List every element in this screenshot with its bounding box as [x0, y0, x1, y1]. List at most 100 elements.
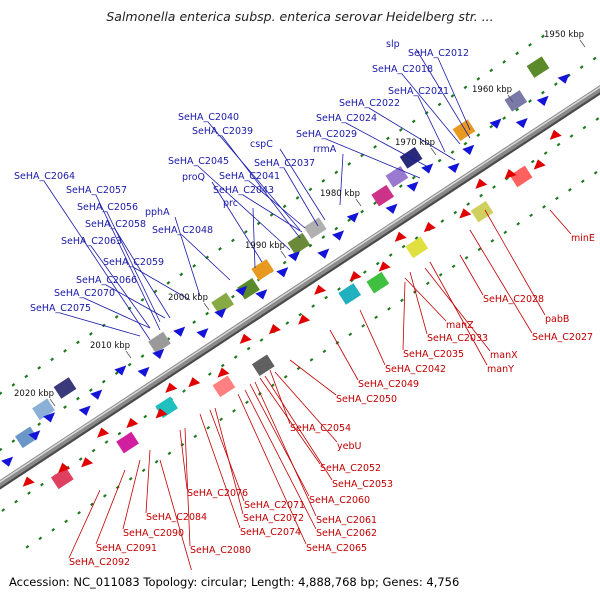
gene-label-plus-strand[interactable]: pphA [145, 207, 170, 218]
plus-strand-gene-arrow[interactable] [78, 405, 91, 416]
plus-strand-gene-arrow[interactable] [276, 267, 289, 278]
plus-strand-gene-arrow[interactable] [173, 326, 186, 337]
plus-strand-gene-arrow[interactable] [447, 162, 460, 174]
gene-label-plus-strand[interactable]: SeHA_C2064 [14, 171, 75, 182]
gene-label-plus-strand[interactable]: SeHA_C2029 [296, 129, 357, 140]
gene-label-minus-strand[interactable]: SeHA_C2035 [403, 349, 464, 360]
gene-label-minus-strand[interactable]: SeHA_C2060 [309, 495, 370, 506]
plus-strand-gene-arrow[interactable] [28, 430, 41, 441]
minus-strand-gene-arrow[interactable] [475, 178, 488, 189]
gene-label-minus-strand[interactable]: SeHA_C2072 [243, 513, 304, 524]
gene-label-minus-strand[interactable]: SeHA_C2074 [240, 527, 301, 538]
gene-label-plus-strand[interactable]: SeHA_C2063 [61, 236, 122, 247]
gene-label-minus-strand[interactable]: SeHA_C2054 [290, 423, 351, 434]
gene-label-minus-strand[interactable]: SeHA_C2028 [483, 294, 544, 305]
gene-label-minus-strand[interactable]: manZ [446, 320, 474, 331]
gene-label-minus-strand[interactable]: SeHA_C2084 [146, 512, 207, 523]
minus-strand-gene-arrow[interactable] [81, 457, 94, 468]
minus-strand-gene-arrow[interactable] [394, 231, 407, 242]
minus-strand-gene-arrow[interactable] [97, 427, 110, 438]
gene-label-minus-strand[interactable]: SeHA_C2042 [385, 364, 446, 375]
minus-strand-gene-arrow[interactable] [349, 271, 362, 282]
gene-label-plus-strand[interactable]: cspC [250, 139, 273, 150]
gene-label-plus-strand[interactable]: SeHA_C2058 [85, 219, 146, 230]
minus-strand-gene-arrow[interactable] [217, 367, 230, 378]
plus-strand-gene-arrow[interactable] [1, 456, 14, 467]
gene-label-plus-strand[interactable]: SeHA_C2018 [372, 64, 433, 75]
minus-strand-gene-arrow[interactable] [533, 159, 546, 170]
gene-label-plus-strand[interactable]: SeHA_C2057 [66, 185, 127, 196]
gene-label-plus-strand[interactable]: SeHA_C2040 [178, 112, 239, 123]
plus-strand-gene-arrow[interactable] [114, 365, 127, 376]
gene-label-minus-strand[interactable]: SeHA_C2080 [190, 545, 251, 556]
minus-strand-gene-arrow[interactable] [504, 169, 517, 180]
plus-strand-gene-arrow[interactable] [462, 144, 475, 155]
gene-label-plus-strand[interactable]: SeHA_C2066 [76, 275, 137, 286]
gene-label-plus-strand[interactable]: SeHA_C2012 [408, 48, 469, 59]
plus-strand-gene-arrow[interactable] [536, 95, 549, 106]
minus-strand-gene-arrow[interactable] [378, 261, 391, 272]
minus-strand-gene-arrow[interactable] [239, 333, 252, 344]
minus-strand-gene-arrow[interactable] [22, 476, 35, 487]
minus-strand-gene-arrow[interactable] [155, 408, 168, 419]
minus-strand-gene-arrow[interactable] [459, 208, 472, 219]
gene-label-plus-strand[interactable]: SeHA_C2056 [77, 202, 138, 213]
plus-strand-gene-arrow[interactable] [332, 230, 345, 241]
gene-label-minus-strand[interactable]: SeHA_C2062 [316, 528, 377, 539]
plus-strand-gene-arrow[interactable] [214, 307, 227, 319]
gene-label-minus-strand[interactable]: yebU [337, 441, 361, 452]
plus-strand-gene-arrow[interactable] [421, 163, 434, 174]
plus-strand-gene-arrow[interactable] [317, 248, 330, 259]
gene-label-minus-strand[interactable]: SeHA_C2050 [336, 394, 397, 405]
plus-strand-gene-arrow[interactable] [137, 366, 150, 378]
plus-strand-gene-arrow[interactable] [557, 73, 570, 84]
gene-label-minus-strand[interactable]: SeHA_C2053 [332, 479, 393, 490]
gene-label-plus-strand[interactable]: SeHA_C2022 [339, 98, 400, 109]
minus-strand-gene-arrow[interactable] [314, 284, 327, 295]
minus-strand-gene-arrow[interactable] [165, 382, 178, 393]
gene-label-plus-strand[interactable]: SeHA_C2021 [388, 86, 449, 97]
plus-strand-gene-arrow[interactable] [406, 181, 419, 192]
plus-strand-gene-arrow[interactable] [515, 117, 528, 129]
plus-strand-gene-arrow[interactable] [489, 118, 502, 129]
gene-label-minus-strand[interactable]: SeHA_C2061 [316, 515, 377, 526]
gene-label-minus-strand[interactable]: manX [490, 350, 518, 361]
gene-label-minus-strand[interactable]: SeHA_C2033 [427, 333, 488, 344]
gene-label-plus-strand[interactable]: rrmA [313, 144, 337, 155]
gene-label-plus-strand[interactable]: SeHA_C2070 [54, 288, 115, 299]
gene-labels[interactable]: slpSeHA_C2012SeHA_C2018SeHA_C2021SeHA_C2… [14, 39, 595, 570]
plus-strand-gene-arrow[interactable] [235, 285, 248, 296]
gene-label-minus-strand[interactable]: SeHA_C2052 [320, 463, 381, 474]
minus-strand-gene-arrow[interactable] [268, 324, 281, 335]
genome-map[interactable]: 1950 kbp 1960 kbp 1970 kbp 1980 kbp 1990 kbp… [0, 0, 600, 570]
gene-label-minus-strand[interactable]: pabB [545, 314, 569, 325]
minus-strand-gene-arrow[interactable] [298, 314, 311, 325]
gene-label-plus-strand[interactable]: SeHA_C2024 [316, 113, 377, 124]
gene-label-minus-strand[interactable]: SeHA_C2071 [244, 500, 305, 511]
plus-strand-gene-arrow[interactable] [346, 212, 359, 223]
gene-label-minus-strand[interactable]: SeHA_C2091 [96, 543, 157, 554]
plus-strand-gene-arrow[interactable] [385, 203, 398, 214]
plus-strand-gene-arrow[interactable] [287, 251, 300, 262]
plus-strand-gene-arrow[interactable] [43, 412, 56, 423]
minus-strand-gene-arrow[interactable] [423, 222, 436, 233]
gene-label-minus-strand[interactable]: SeHA_C2049 [358, 379, 419, 390]
gene-label-minus-strand[interactable]: manY [487, 364, 514, 375]
gene-label-plus-strand[interactable]: SeHA_C2048 [152, 225, 213, 236]
gene-arrows[interactable] [1, 73, 570, 487]
gene-label-plus-strand[interactable]: SeHA_C2037 [254, 158, 315, 169]
gene-label-minus-strand[interactable]: SeHA_C2090 [123, 528, 184, 539]
gene-label-plus-strand[interactable]: slp [386, 39, 400, 50]
gene-label-plus-strand[interactable]: SeHA_C2075 [30, 303, 91, 314]
gene-label-plus-strand[interactable]: prc [223, 198, 238, 209]
gene-label-plus-strand[interactable]: SeHA_C2059 [103, 257, 164, 268]
plus-strand-gene-arrow[interactable] [152, 348, 165, 359]
minus-strand-gene-arrow[interactable] [58, 462, 71, 473]
gene-label-minus-strand[interactable]: minE [571, 233, 595, 244]
gene-label-plus-strand[interactable]: SeHA_C2043 [213, 185, 274, 196]
gene-label-plus-strand[interactable]: SeHA_C2041 [219, 171, 280, 182]
gene-label-plus-strand[interactable]: SeHA_C2039 [192, 126, 253, 137]
gene-label-minus-strand[interactable]: SeHA_C2027 [532, 332, 593, 343]
minus-strand-gene-arrow[interactable] [549, 129, 562, 140]
plus-strand-gene-arrow[interactable] [90, 389, 103, 400]
